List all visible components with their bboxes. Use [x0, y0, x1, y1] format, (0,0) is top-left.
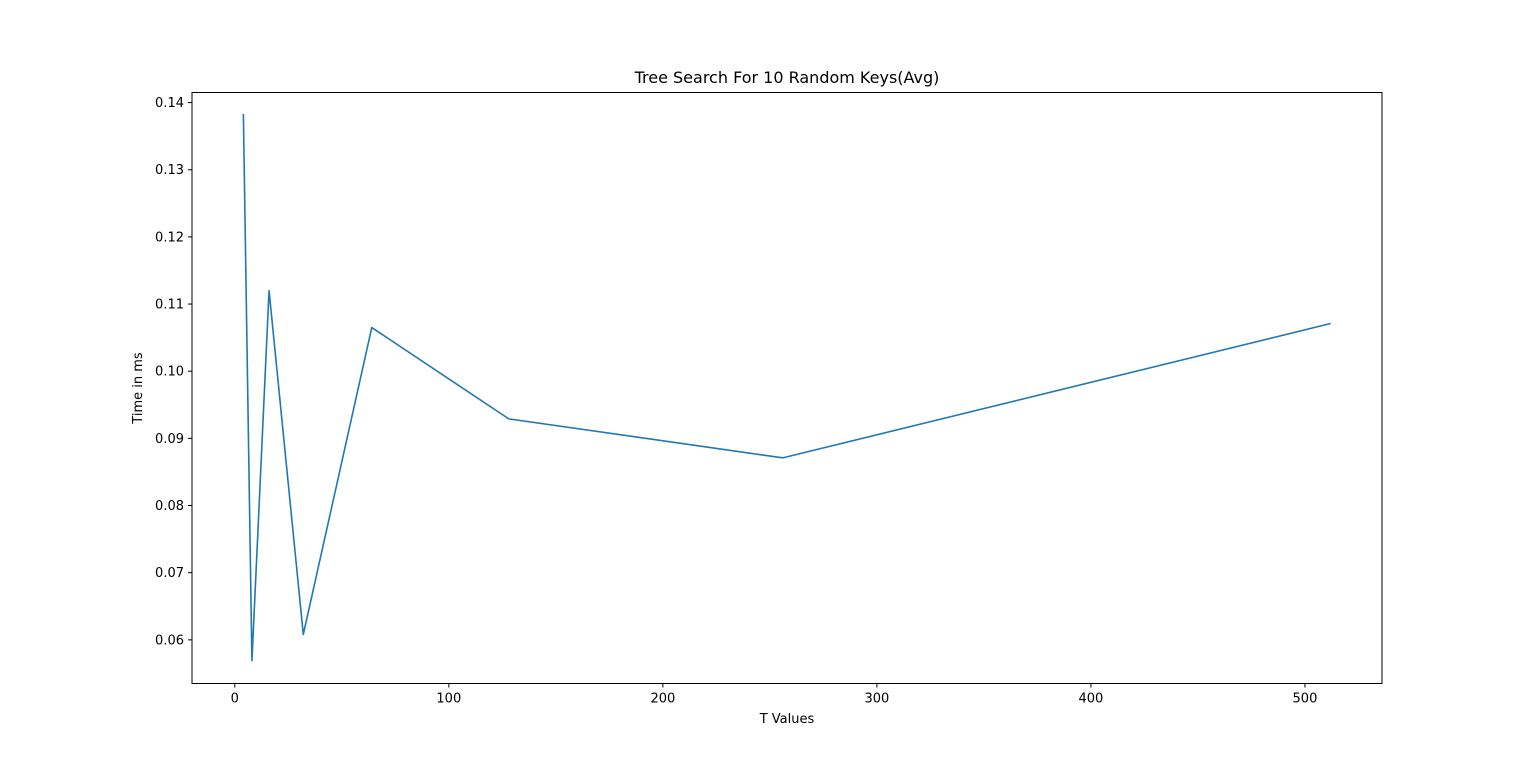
x-tick-label: 0	[231, 692, 239, 707]
series-layer	[242, 113, 1331, 662]
y-tick-label: 0.11	[155, 298, 184, 313]
x-tick-label: 100	[436, 692, 461, 707]
y-tick-label: 0.07	[155, 566, 184, 581]
series-line	[242, 113, 1331, 662]
y-axis-label: Time in ms	[131, 352, 146, 425]
x-tick-label: 400	[1079, 692, 1104, 707]
x-tick-label: 500	[1293, 692, 1318, 707]
x-axis-label: T Values	[759, 712, 815, 727]
x-axis-ticks: 0 100 200 300 400 500	[231, 683, 1318, 707]
y-tick-label: 0.13	[155, 163, 184, 178]
y-tick-label: 0.12	[155, 230, 184, 245]
y-tick-label: 0.09	[155, 432, 184, 447]
y-tick-label: 0.08	[155, 499, 184, 514]
x-tick-label: 200	[650, 692, 675, 707]
plot-frame	[191, 92, 1383, 684]
y-axis-ticks: 0.06 0.07 0.08 0.09 0.10 0.11 0.12 0.13 0.14	[155, 96, 192, 648]
y-tick-label: 0.14	[155, 96, 184, 111]
x-tick-label: 300	[864, 692, 889, 707]
y-tick-label: 0.06	[155, 633, 184, 648]
y-tick-label: 0.10	[155, 365, 184, 380]
chart-title: Tree Search For 10 Random Keys(Avg)	[634, 68, 940, 87]
